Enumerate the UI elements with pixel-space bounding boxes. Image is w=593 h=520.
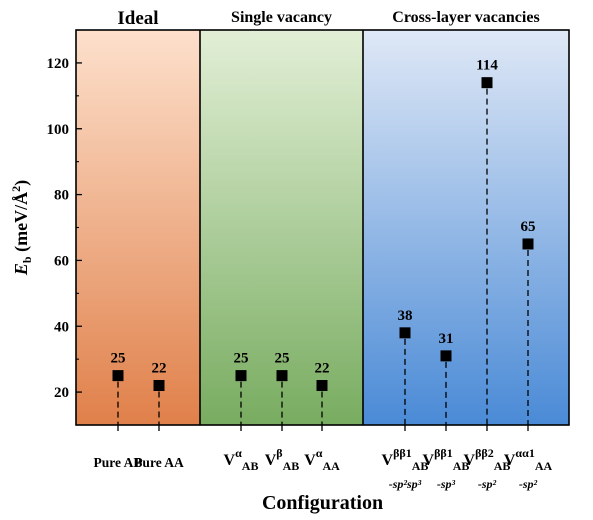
axis-ticks (76, 29, 529, 431)
y-tick-label-80: 80 (54, 188, 69, 204)
point-pure-ab (112, 370, 124, 382)
value-label-v-ab-bb2-sp2: 114 (476, 58, 498, 74)
x-label-v-aa-alpha: VαAA (304, 446, 340, 473)
x-suffix-v-aa-aa1-sp2: -sp² (519, 477, 538, 491)
value-label-v-aa-aa1-sp2: 65 (521, 219, 536, 235)
group-backgrounds (76, 30, 569, 425)
point-pure-aa (153, 380, 165, 391)
value-label-pure-ab: 25 (111, 351, 126, 367)
value-label-pure-aa: 22 (152, 361, 167, 377)
x-label-v-ab-beta: VβAB (265, 446, 300, 473)
point-v-aa-aa1-sp2 (522, 238, 534, 250)
x-label-v-ab-bb1-sp3: Vββ1AB (423, 446, 470, 473)
x-label-v-ab-bb1-sp2sp3: Vββ1AB (382, 446, 429, 473)
x-label-v-aa-aa1-sp2: Vαα1AA (504, 446, 553, 473)
value-label-v-ab-bb1-sp2sp3: 38 (398, 308, 413, 324)
x-suffix-v-ab-bb1-sp3: -sp³ (437, 477, 456, 491)
value-label-v-ab-alpha: 25 (234, 351, 249, 367)
x-label-v-ab-alpha: VαAB (224, 446, 259, 473)
x-axis-title: Configuration (262, 492, 383, 514)
y-tick-label-120: 120 (47, 56, 70, 72)
y-tick-label-100: 100 (47, 122, 70, 138)
point-v-ab-bb1-sp2sp3 (399, 327, 411, 339)
y-tick-label-20: 20 (54, 385, 69, 401)
group-label-0: Ideal (117, 8, 158, 29)
y-axis-title: Eb (meV/Å2) (9, 180, 34, 276)
value-label-v-ab-bb1-sp3: 31 (439, 331, 454, 347)
group-panel-2 (363, 30, 569, 425)
group-panel-0 (76, 30, 200, 425)
x-suffix-v-ab-bb2-sp2: -sp² (478, 477, 497, 491)
x-label-v-ab-bb2-sp2: Vββ2AB (464, 446, 511, 473)
x-label-pure-ab: Pure AB (94, 455, 143, 470)
point-v-ab-bb1-sp3 (440, 350, 452, 362)
point-v-ab-beta (276, 370, 288, 382)
value-label-v-ab-beta: 25 (275, 351, 290, 367)
point-v-ab-alpha (235, 370, 247, 382)
group-label-1: Single vacancy (231, 9, 332, 26)
x-label-pure-aa: Pure AA (134, 455, 184, 470)
group-label-2: Cross-layer vacancies (392, 9, 539, 26)
chart-text: Ideal Single vacancy Cross-layer vacancies… (9, 8, 552, 514)
y-tick-label-40: 40 (54, 319, 69, 335)
point-v-ab-bb2-sp2 (481, 77, 493, 89)
y-tick-label-60: 60 (54, 253, 69, 269)
value-label-v-aa-alpha: 22 (315, 361, 330, 377)
x-suffix-v-ab-bb1-sp2sp3: -sp²sp³ (389, 477, 422, 491)
group-panel-1 (200, 30, 363, 425)
point-v-aa-alpha (316, 380, 328, 391)
data-marks (112, 77, 534, 425)
